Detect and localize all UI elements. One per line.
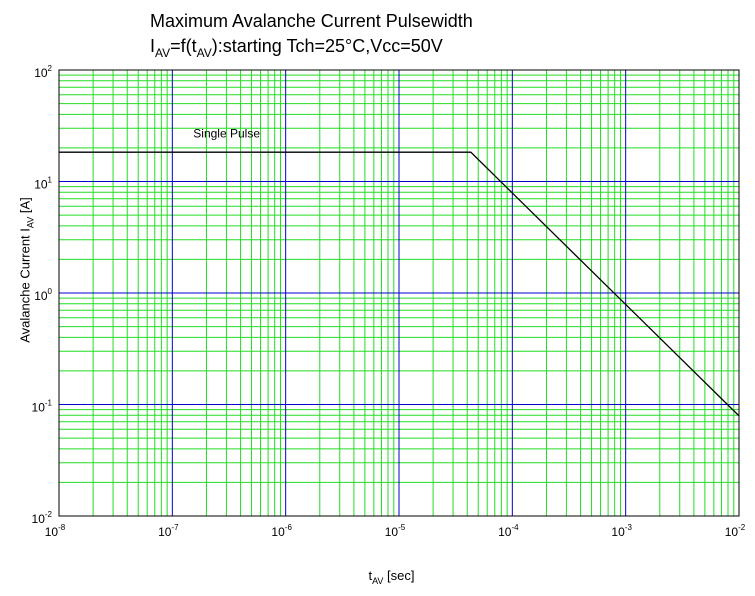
y-tick-label: 102 bbox=[34, 64, 52, 80]
x-tick-label: 10-7 bbox=[158, 523, 179, 539]
chart-title-line1: Maximum Avalanche Current Pulsewidth bbox=[150, 11, 473, 31]
x-tick-label: 10-3 bbox=[611, 523, 632, 539]
annotation-single-pulse: Single Pulse bbox=[193, 126, 260, 140]
x-label-t: t bbox=[368, 568, 373, 583]
plot-frame bbox=[58, 69, 740, 517]
title-av-subscript-2: AV bbox=[196, 46, 212, 60]
series-group bbox=[59, 151, 740, 417]
x-tick-label: 10-8 bbox=[45, 523, 66, 539]
y-tick-label: 101 bbox=[34, 176, 52, 192]
y-label-main: Avalanche Current I bbox=[17, 228, 33, 343]
title-i-symbol: I bbox=[150, 36, 156, 56]
series-line-0 bbox=[59, 151, 740, 417]
x-label-subscript: AV bbox=[372, 576, 384, 586]
chart-title-line2: IAV=f(tAV):starting Tch=25°C,Vcc=50V bbox=[150, 36, 443, 59]
x-tick-label: 10-4 bbox=[498, 523, 519, 539]
y-label-unit: [A] bbox=[17, 197, 33, 217]
title-conditions: ):starting Tch=25°C,Vcc=50V bbox=[211, 36, 443, 56]
annotations: Single Pulse bbox=[193, 126, 260, 140]
y-tick-label: 100 bbox=[34, 287, 52, 303]
title-func: =f(t bbox=[170, 36, 197, 56]
y-label-subscript: AV bbox=[25, 216, 36, 229]
x-tick-label: 10-2 bbox=[725, 523, 746, 539]
x-tick-labels: 10-8 10-7 10-6 10-5 10-4 10-3 10-2 bbox=[45, 523, 746, 539]
x-label-unit: [sec] bbox=[383, 568, 415, 583]
x-tick-label: 10-5 bbox=[385, 523, 406, 539]
x-tick-label: 10-6 bbox=[271, 523, 292, 539]
y-tick-labels: 10-2 10-1 100 101 102 bbox=[32, 64, 53, 526]
title-av-subscript: AV bbox=[155, 46, 171, 60]
y-tick-label: 10-2 bbox=[32, 510, 53, 526]
major-grid bbox=[59, 70, 739, 516]
y-tick-label: 10-1 bbox=[32, 399, 53, 415]
x-axis-label: tAV [sec] bbox=[0, 568, 755, 586]
